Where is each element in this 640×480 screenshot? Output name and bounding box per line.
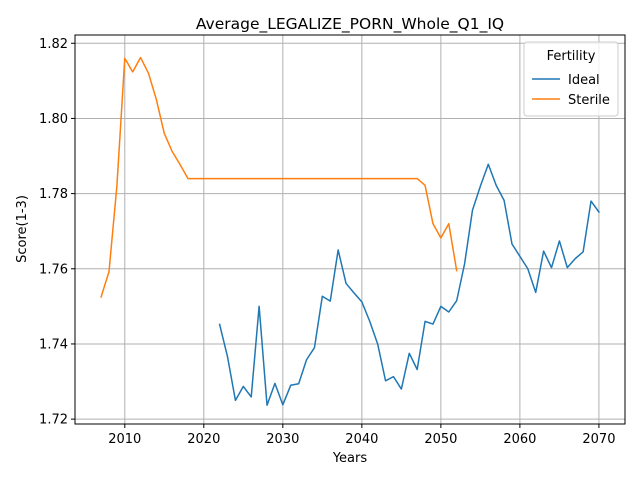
x-tick-label: 2070 bbox=[582, 432, 615, 447]
y-tick-label: 1.78 bbox=[39, 187, 68, 202]
chart-title: Average_LEGALIZE_PORN_Whole_Q1_IQ bbox=[196, 15, 504, 34]
grid bbox=[75, 35, 625, 424]
y-tick-label: 1.82 bbox=[39, 37, 68, 52]
x-tick-label: 2060 bbox=[503, 432, 536, 447]
y-tick-label: 1.72 bbox=[39, 413, 68, 428]
x-tick-label: 2020 bbox=[187, 432, 220, 447]
series-lines bbox=[100, 56, 600, 406]
x-tick-label: 2010 bbox=[108, 432, 141, 447]
legend-box bbox=[523, 41, 619, 117]
plot-frame bbox=[74, 34, 626, 425]
series-line-sterile bbox=[100, 56, 458, 298]
y-tick-label: 1.74 bbox=[39, 337, 68, 352]
legend-label-ideal: Ideal bbox=[568, 73, 600, 88]
y-axis-label: Score(1-3) bbox=[15, 195, 30, 263]
legend-title: Fertility bbox=[547, 49, 596, 64]
axis-ticks: 2010 2020 2030 2040 2050 2060 2070 1.72 1.74 1.76… bbox=[39, 37, 615, 447]
y-tick-label: 1.80 bbox=[39, 112, 68, 127]
x-axis-label: Years bbox=[332, 451, 368, 466]
legend: Fertility Ideal Sterile bbox=[523, 41, 619, 117]
series-line-ideal bbox=[218, 163, 600, 406]
legend-label-sterile: Sterile bbox=[568, 93, 610, 108]
x-tick-label: 2050 bbox=[424, 432, 457, 447]
x-tick-label: 2030 bbox=[266, 432, 299, 447]
y-tick-label: 1.76 bbox=[39, 262, 68, 277]
x-tick-label: 2040 bbox=[345, 432, 378, 447]
